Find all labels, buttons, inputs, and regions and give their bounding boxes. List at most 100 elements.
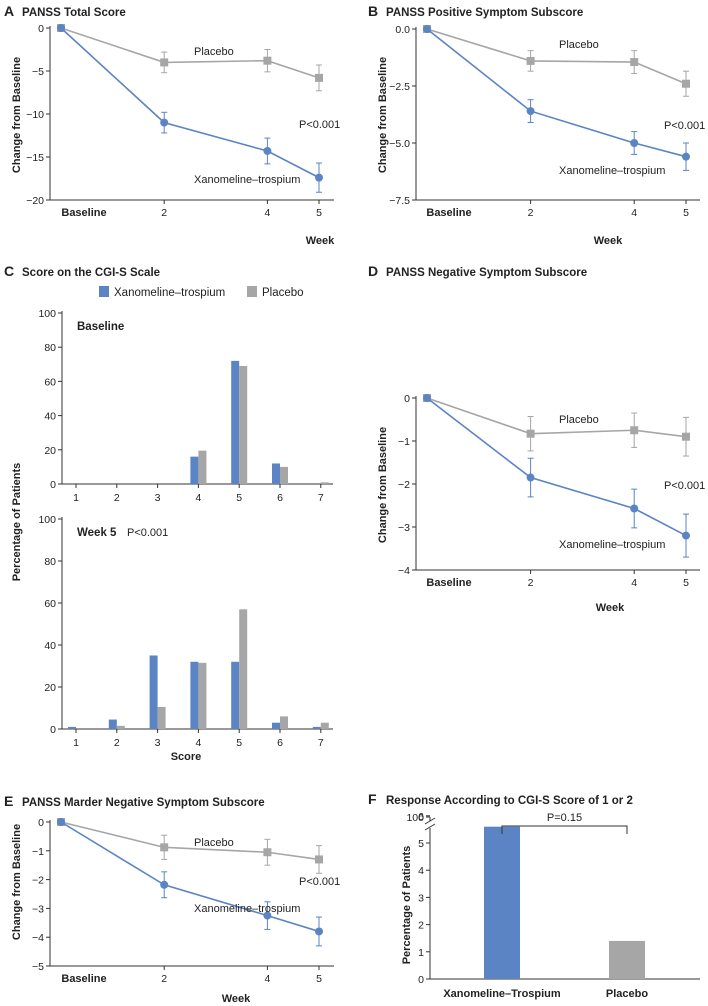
- y-tick-label: −1: [398, 436, 410, 448]
- drug-bar: [190, 456, 199, 484]
- drug-point: [423, 394, 431, 402]
- panel-c-letter: C: [4, 263, 14, 279]
- panel-c-plot: 0 20 40 60 80 100 1 2 3 4 5 6 7 0 20 40 60 80 100 1 2 3 4 5 6 7: [38, 308, 333, 749]
- placebo-series-line: [60, 821, 320, 861]
- drug-point: [630, 504, 639, 513]
- y-tick-label: 0: [50, 479, 56, 491]
- p-value-annotation: P<0.001: [299, 876, 340, 888]
- y-tick-label: −4: [398, 565, 410, 577]
- y-tick-label: 60: [44, 598, 56, 610]
- drug-series-label: Xanomeline–trospium: [559, 165, 665, 177]
- placebo-point: [315, 855, 323, 864]
- placebo-bar: [116, 725, 125, 729]
- drug-bar: [108, 719, 117, 729]
- drug-series-line: [60, 821, 320, 933]
- panel-f-plot: 100 0 1 2 3 4 5 6 Xanomeline–Trospium Placebo P=0.…: [406, 811, 700, 1000]
- y-tick-label: 0: [38, 817, 44, 829]
- x-tick-label: 3: [155, 492, 161, 504]
- x-tick-label: 5: [316, 207, 322, 219]
- placebo-point: [315, 73, 323, 82]
- drug-point: [630, 139, 639, 147]
- panel-c-sub2-label: Week 5: [77, 527, 117, 539]
- y-tick-label: 100: [38, 514, 56, 526]
- panel-c-xlabel: Score: [171, 751, 202, 763]
- drug-series-label: Xanomeline–trospium: [194, 174, 300, 186]
- x-tick-label: 2: [528, 207, 534, 219]
- placebo-bar: [239, 366, 248, 484]
- x-tick-label: 3: [155, 737, 161, 749]
- x-tick-label: 5: [316, 973, 322, 985]
- legend-placebo-label: Placebo: [262, 287, 304, 299]
- drug-bar: [68, 726, 76, 729]
- panel-e-plot: 0 −1 −2 −3 −4 −5 Baseline 2 4 5 Placebo Xanomeline–…: [32, 817, 340, 985]
- drug-bar: [231, 661, 240, 729]
- x-tick-label: 2: [161, 207, 167, 219]
- placebo-point: [526, 56, 535, 65]
- placebo-bar: [609, 940, 645, 979]
- placebo-bar: [157, 706, 166, 729]
- placebo-bar: [320, 722, 329, 729]
- drug-point: [315, 927, 323, 936]
- y-tick-label: −4: [32, 932, 44, 944]
- placebo-bar: [239, 609, 248, 729]
- y-tick-label: −5: [32, 961, 44, 973]
- drug-point: [263, 146, 272, 155]
- y-tick-label: 0.0: [395, 24, 410, 36]
- p-value-annotation: P=0.15: [547, 812, 582, 824]
- p-value-annotation: P<0.001: [664, 480, 705, 492]
- panel-f-title: Response According to CGI-S Score of 1 o…: [386, 795, 633, 807]
- panel-e-xlabel: Week: [222, 993, 251, 1005]
- panel-b-letter: B: [368, 3, 378, 19]
- placebo-series-line: [426, 397, 687, 438]
- placebo-point: [263, 848, 272, 857]
- panel-a-title: PANSS Total Score: [22, 7, 126, 19]
- panel-d-plot: 0 −1 −2 −3 −4 Baseline 2 4 5 Placebo Xanomeline–tr…: [398, 393, 705, 589]
- significance-bracket: [501, 825, 628, 834]
- placebo-point: [160, 58, 169, 67]
- x-tick-label: 7: [318, 492, 324, 504]
- panel-c-ylabel: Percentage of Patients: [11, 463, 23, 582]
- x-tick-label: Baseline: [61, 973, 106, 985]
- y-tick-label: 100: [38, 308, 56, 320]
- y-tick-label: 20: [44, 445, 56, 457]
- drug-point: [315, 173, 323, 182]
- placebo-point: [160, 843, 169, 852]
- y-tick-label: −2: [398, 479, 410, 491]
- x-tick-label: 6: [277, 737, 283, 749]
- placebo-point: [682, 432, 690, 441]
- y-tick-label: 2: [418, 920, 424, 932]
- x-tick-label: 4: [631, 577, 637, 589]
- panel-e-letter: E: [4, 793, 13, 809]
- x-tick-label: 2: [114, 492, 120, 504]
- y-tick-label: −7.5: [389, 195, 410, 207]
- panel-f-letter: F: [368, 791, 377, 807]
- panel-c-sub2-annotation: P<0.001: [127, 527, 168, 539]
- x-tick-label: 5: [236, 737, 242, 749]
- x-tick-label: 7: [318, 737, 324, 749]
- p-value-annotation: P<0.001: [299, 119, 340, 131]
- y-tick-label: 0: [404, 393, 410, 405]
- drug-point: [682, 531, 690, 540]
- x-category-label: Placebo: [606, 988, 648, 1000]
- drug-point: [57, 24, 65, 32]
- legend-placebo-swatch: [247, 286, 257, 297]
- x-tick-label: Baseline: [61, 207, 106, 219]
- drug-point: [263, 911, 272, 920]
- panel-b-ylabel: Change from Baseline: [377, 57, 389, 173]
- x-tick-label: 4: [195, 737, 201, 749]
- x-tick-label: 6: [277, 492, 283, 504]
- panel-c-title: Score on the CGI-S Scale: [22, 267, 160, 279]
- panel-b-title: PANSS Positive Symptom Subscore: [386, 7, 583, 19]
- y-tick-label: −3: [32, 903, 44, 915]
- panel-d-ylabel: Change from Baseline: [377, 427, 389, 543]
- x-tick-label: 4: [631, 207, 637, 219]
- panel-a-letter: A: [4, 3, 14, 19]
- x-tick-label: 5: [683, 207, 689, 219]
- placebo-series-label: Placebo: [194, 837, 234, 849]
- drug-bar: [272, 463, 280, 484]
- panel-a-plot: 0 −5 −10 −15 −20 Baseline 2 4 5 Placebo Xanomeline…: [26, 23, 340, 219]
- y-tick-label: −10: [26, 109, 44, 121]
- x-tick-label: Baseline: [426, 577, 471, 589]
- panel-e-ylabel: Change from Baseline: [11, 824, 23, 940]
